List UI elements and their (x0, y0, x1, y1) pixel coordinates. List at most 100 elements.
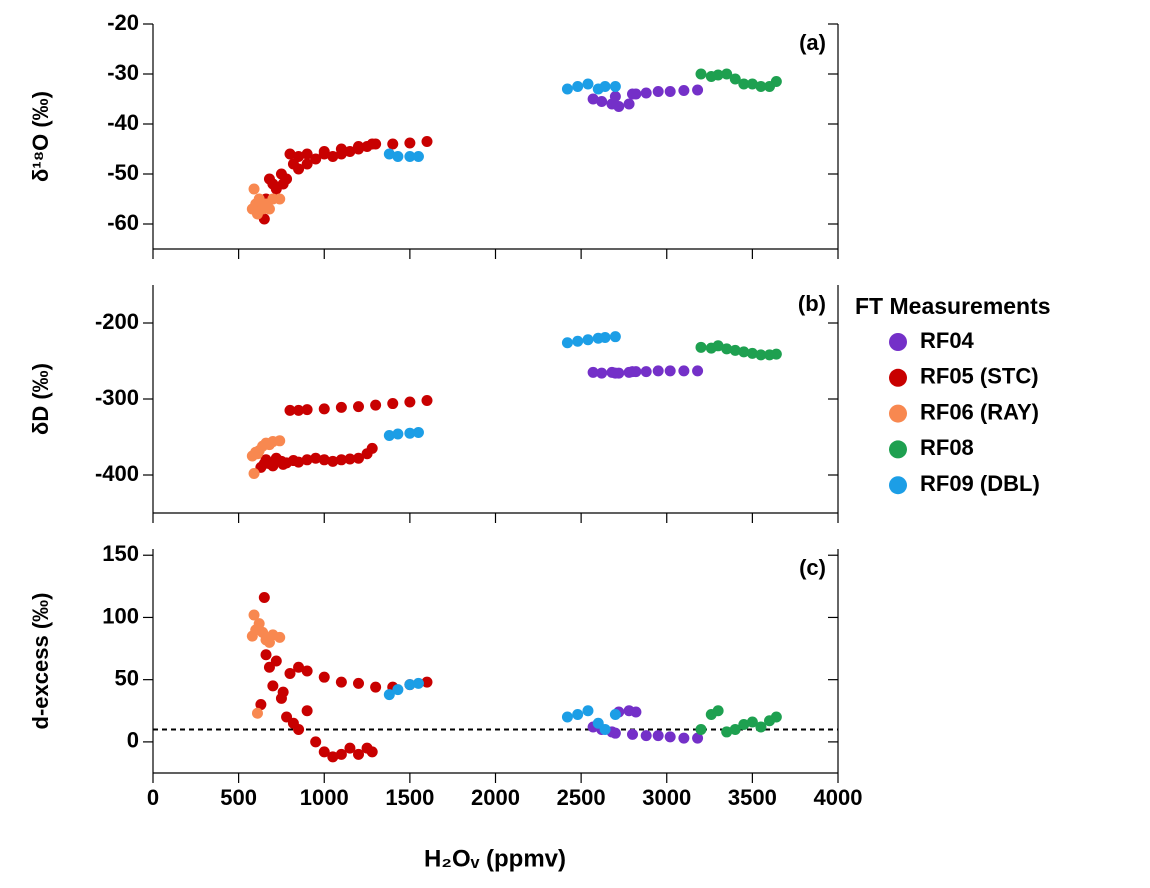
data-point (609, 331, 621, 343)
data-point (274, 631, 286, 643)
x-tick-label: 2000 (471, 785, 520, 810)
y-tick-label: -200 (95, 309, 139, 334)
data-point (251, 208, 263, 220)
data-point (572, 81, 584, 92)
data-point (335, 401, 347, 413)
data-point (260, 649, 272, 661)
data-point (652, 365, 664, 377)
data-point (412, 426, 424, 438)
data-point (692, 732, 704, 744)
y-tick-label: -20 (107, 10, 139, 35)
legend-marker (889, 476, 907, 495)
panel-label: (a) (799, 30, 826, 55)
data-point (277, 178, 289, 190)
data-point (587, 93, 599, 105)
data-point (344, 742, 356, 754)
x-tick-label: 1500 (385, 785, 434, 810)
data-point (301, 705, 313, 717)
data-point (353, 401, 364, 413)
data-point (609, 709, 621, 721)
data-point (613, 101, 625, 112)
data-point (366, 442, 378, 454)
data-point (277, 458, 289, 470)
y-tick-label: 150 (102, 541, 139, 566)
legend-title: FT Measurements (855, 293, 1051, 319)
legend-marker (889, 333, 907, 351)
data-point (729, 344, 741, 356)
x-tick-label: 4000 (814, 785, 863, 810)
data-point (738, 346, 750, 358)
data-point (251, 448, 263, 460)
legend-marker (889, 440, 907, 459)
data-point (640, 730, 652, 742)
data-point (582, 334, 594, 346)
y-tick-label: -50 (107, 160, 139, 185)
data-point (755, 349, 767, 361)
data-point (664, 365, 676, 377)
data-point (712, 340, 724, 352)
data-point (640, 366, 652, 378)
legend-label: RF04 (920, 328, 975, 353)
y-tick-label: 100 (102, 603, 139, 628)
data-point (609, 81, 621, 92)
data-point (561, 711, 573, 723)
data-point (561, 337, 573, 349)
data-point (353, 677, 364, 689)
data-point (248, 467, 260, 479)
data-point (695, 341, 707, 353)
data-point (327, 455, 339, 467)
data-point (392, 151, 404, 162)
data-point (383, 429, 395, 441)
legend-marker (889, 368, 907, 387)
data-point (770, 348, 782, 360)
data-point (287, 158, 299, 170)
data-point (301, 665, 313, 677)
legend-label: RF08 (920, 435, 974, 460)
data-point (287, 455, 299, 467)
data-point (746, 347, 758, 359)
y-tick-label: -40 (107, 110, 139, 135)
data-point (270, 655, 282, 667)
data-point (599, 331, 611, 343)
data-point (366, 138, 378, 150)
data-point (609, 727, 621, 739)
y-tick-label: 50 (115, 665, 139, 690)
data-point (695, 68, 707, 80)
legend-marker (889, 404, 907, 423)
data-point (582, 705, 594, 717)
data-point (383, 148, 395, 160)
data-point (404, 137, 416, 149)
x-tick-label: 3500 (728, 785, 777, 810)
data-point (712, 705, 724, 717)
data-point (344, 453, 356, 465)
data-point (640, 87, 652, 99)
data-point (746, 716, 758, 728)
data-point (729, 723, 741, 735)
data-point (746, 78, 758, 90)
data-point (404, 396, 416, 408)
data-point (274, 193, 286, 205)
data-point (284, 667, 296, 679)
legend-label: RF05 (STC) (920, 364, 1039, 389)
data-point (695, 723, 707, 735)
data-point (392, 428, 404, 440)
y-axis-label: δD (‰) (28, 363, 53, 435)
data-point (412, 677, 424, 689)
data-point (738, 78, 750, 90)
data-point (310, 736, 322, 748)
data-point (572, 709, 584, 721)
data-point (652, 86, 664, 97)
data-point (318, 746, 330, 758)
data-point (738, 718, 750, 730)
data-point (301, 454, 313, 466)
data-point (335, 748, 347, 760)
data-point (692, 84, 704, 96)
data-point (318, 454, 330, 466)
data-point (387, 138, 399, 150)
data-point (366, 746, 378, 758)
data-point (582, 78, 594, 90)
data-point (678, 85, 690, 96)
data-point (310, 452, 322, 464)
data-point (301, 148, 313, 160)
data-point (248, 609, 260, 621)
